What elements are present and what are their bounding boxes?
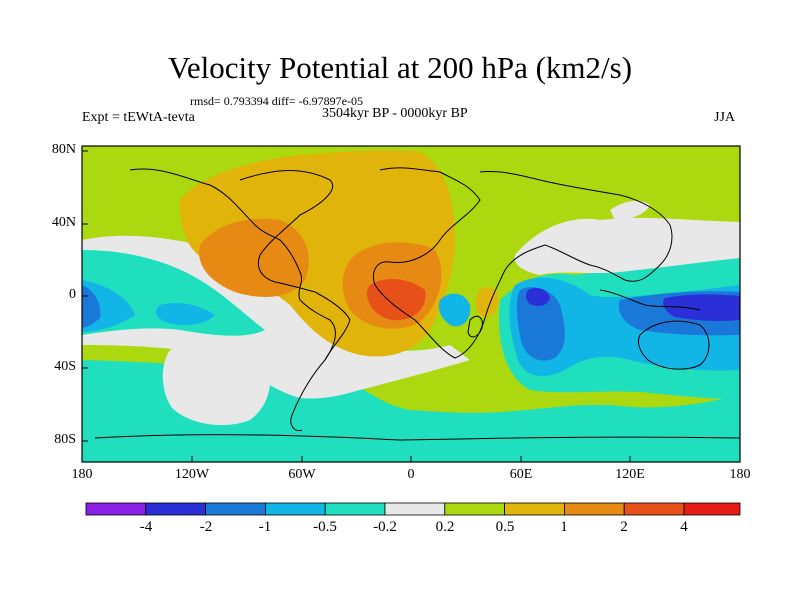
- lat-label-40s: 40S: [54, 359, 76, 374]
- colorbar-label-10: 4: [680, 519, 688, 535]
- colorbar-box-9: [564, 502, 625, 516]
- lon-label-180w: 180: [71, 467, 93, 482]
- americas-coast-east: [239, 170, 351, 361]
- colorbar: [85, 502, 741, 516]
- lon-label-60w: 60W: [288, 467, 316, 482]
- season-label: JJA: [714, 110, 736, 125]
- colorbar-box-5: [324, 502, 386, 516]
- australia-coast: [637, 320, 710, 370]
- americas-coast-west: [129, 168, 336, 432]
- field-west-pacific-dark-blue: [663, 294, 740, 321]
- colorbar-label-7: 0.5: [495, 519, 515, 535]
- colorbar-label-9: 2: [620, 519, 628, 535]
- field-central-america-orange: [199, 218, 309, 297]
- lat-label-80s: 80S: [54, 432, 76, 447]
- madagascar-coast: [467, 315, 483, 338]
- lat-label-40n: 40N: [51, 215, 76, 230]
- antarctica-coast: [94, 434, 740, 441]
- colorbar-label-8: 1: [560, 519, 568, 535]
- maritime-continent-coast: [599, 289, 701, 311]
- colorbar-box-1: [85, 502, 147, 516]
- colorbar-box-4: [264, 502, 326, 516]
- colorbar-label-5: -0.2: [373, 519, 397, 535]
- colorbar-label-3: -1: [258, 519, 272, 535]
- field-pacific-cyan-2: [155, 303, 215, 326]
- period-label: 3504kyr BP - 0000kyr BP: [322, 106, 468, 121]
- lon-label-0: 0: [407, 467, 415, 482]
- lat-label-0: 0: [69, 287, 76, 302]
- colorbar-label-4: -0.5: [313, 519, 337, 535]
- lon-label-180e: 180: [729, 467, 751, 482]
- map-title: Velocity Potential at 200 hPa (km2/s): [167, 50, 633, 85]
- field-africa-red: [366, 278, 426, 321]
- colorbar-box-8: [504, 502, 565, 516]
- lon-label-120e: 120E: [615, 467, 645, 482]
- coastlines: [94, 167, 740, 441]
- colorbar-box-11: [683, 502, 741, 516]
- field-south-asia-white: [514, 217, 740, 275]
- field-indian-dark-blue: [525, 287, 550, 306]
- colorbar-box-2: [145, 502, 207, 516]
- field-central-asia-white: [610, 200, 650, 220]
- field-south-atlantic-cyan: [438, 293, 471, 327]
- experiment-label: Expt = tEWtA-tevta: [82, 110, 195, 125]
- colorbar-label-2: -2: [199, 519, 213, 535]
- eurasia-africa-coast: [373, 167, 673, 359]
- lon-label-120w: 120W: [174, 467, 210, 482]
- axis-ticks: [81, 150, 741, 462]
- contour-fields: [82, 146, 740, 462]
- lat-label-80n: 80N: [51, 142, 76, 157]
- colorbar-box-6: [384, 502, 446, 516]
- field-east-africa-yellow: [475, 286, 499, 318]
- colorbar-box-3: [205, 502, 266, 516]
- colorbar-box-7: [444, 502, 505, 516]
- stats-label: rmsd= 0.793394 diff= -6.97897e-05: [190, 94, 363, 108]
- colorbar-label-6: 0.2: [435, 519, 455, 535]
- field-indian-blue: [516, 287, 565, 361]
- field-south-pacific-white: [162, 344, 270, 426]
- colorbar-label-1: -4: [139, 519, 153, 535]
- lon-label-60e: 60E: [509, 467, 533, 482]
- colorbar-box-10: [623, 502, 685, 516]
